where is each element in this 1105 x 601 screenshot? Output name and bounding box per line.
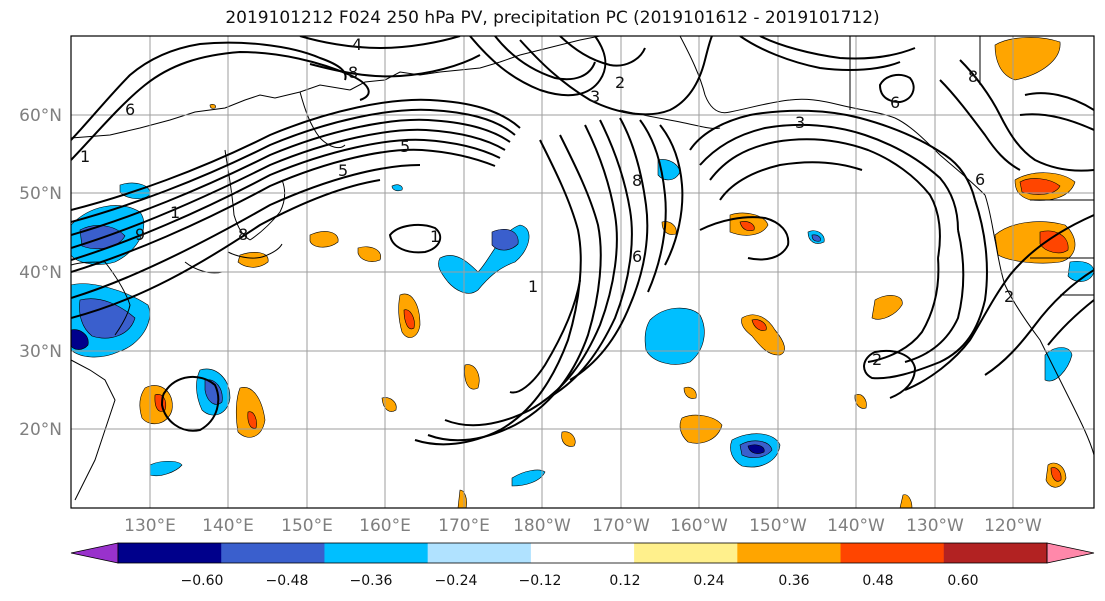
lon-label: 150°W <box>749 516 807 536</box>
map-area: 4 8 2 3 6 8 6 3 8 6 1 6 5 1 8 1 9 2 1 2 … <box>71 35 1094 508</box>
contour-label: 6 <box>975 170 985 189</box>
colorbar-tick-label: 0.12 <box>609 573 640 589</box>
contour-label: 2 <box>615 73 625 92</box>
contour-label: 1 <box>528 277 538 296</box>
contour-label: 1 <box>430 227 440 246</box>
pv-contours <box>71 36 1094 446</box>
contour-label: 6 <box>890 93 900 112</box>
lon-label: 130°E <box>124 516 176 536</box>
contour-label: 8 <box>348 63 358 82</box>
lon-label: 140°E <box>202 516 254 536</box>
lon-label: 180°W <box>513 516 571 536</box>
contour-label: 8 <box>632 171 642 190</box>
precipitation-shading <box>71 37 1094 508</box>
contour-label: 2 <box>872 350 882 369</box>
colorbar-tick-label: −0.36 <box>350 573 393 589</box>
contour-label: 3 <box>795 113 805 132</box>
colorbar-tick-label: −0.60 <box>181 573 224 589</box>
colorbar-tick-label: −0.24 <box>435 573 478 589</box>
colorbar-tick-label: −0.12 <box>519 573 562 589</box>
contour-label: 8 <box>968 67 978 86</box>
contour-label: 3 <box>590 87 600 106</box>
lon-label: 160°W <box>670 516 728 536</box>
contour-label: 1 <box>80 147 90 166</box>
colorbar-labels: −0.60 −0.48 −0.36 −0.24 −0.12 0.12 0.24 … <box>181 573 979 589</box>
contour-label: 9 <box>135 225 145 244</box>
colorbar-tick-label: −0.48 <box>266 573 309 589</box>
contour-label: 8 <box>238 225 248 244</box>
colorbar-tick-label: 0.36 <box>778 573 809 589</box>
colorbar-segment <box>840 543 945 563</box>
colorbar-segment <box>324 543 429 563</box>
contour-label: 5 <box>338 161 348 180</box>
contour-label: 2 <box>1004 287 1014 306</box>
lon-label: 130°W <box>906 516 964 536</box>
lon-label: 170°E <box>438 516 490 536</box>
colorbar-segment <box>530 543 635 563</box>
colorbar-segment <box>943 543 1048 563</box>
map-frame <box>70 35 1095 509</box>
colorbar-tick-label: 0.48 <box>862 573 893 589</box>
contour-label: 1 <box>170 203 180 222</box>
longitude-labels: 130°E 140°E 150°E 160°E 170°E 180°W 170°… <box>124 516 1042 536</box>
contour-label: 6 <box>125 100 135 119</box>
colorbar-segment <box>427 543 532 563</box>
lon-label: 170°W <box>592 516 650 536</box>
colorbar-segment <box>634 543 738 563</box>
lon-label: 150°E <box>281 516 333 536</box>
colorbar-segment <box>737 543 842 563</box>
colorbar-extend-high <box>1046 542 1095 564</box>
contour-label: 4 <box>352 35 362 54</box>
lon-label: 120°W <box>984 516 1042 536</box>
colorbar-segment <box>118 543 222 563</box>
colorbar-tick-label: 0.60 <box>947 573 978 589</box>
map-title: 2019101212 F024 250 hPa PV, precipitatio… <box>225 8 880 28</box>
colorbar-extend-low <box>70 542 119 564</box>
contour-label: 6 <box>632 247 642 266</box>
lon-label: 140°W <box>827 516 885 536</box>
lon-label: 160°E <box>359 516 411 536</box>
lat-label: 20°N <box>19 420 62 440</box>
lat-label: 30°N <box>19 342 62 362</box>
latitude-labels: 60°N 50°N 40°N 30°N 20°N <box>19 106 62 440</box>
coastlines <box>71 36 1094 501</box>
colorbar-tick-label: 0.24 <box>693 573 724 589</box>
lat-label: 40°N <box>19 263 62 283</box>
lat-label: 50°N <box>19 184 62 204</box>
contour-label: 5 <box>400 137 410 156</box>
lat-label: 60°N <box>19 106 62 126</box>
colorbar-frame <box>117 542 1048 564</box>
contour-labels: 4 8 2 3 6 8 6 3 8 6 1 6 5 1 8 1 9 2 1 2 … <box>80 35 1014 369</box>
colorbar <box>70 542 1095 564</box>
graticule <box>71 36 1094 508</box>
colorbar-segment <box>221 543 325 563</box>
